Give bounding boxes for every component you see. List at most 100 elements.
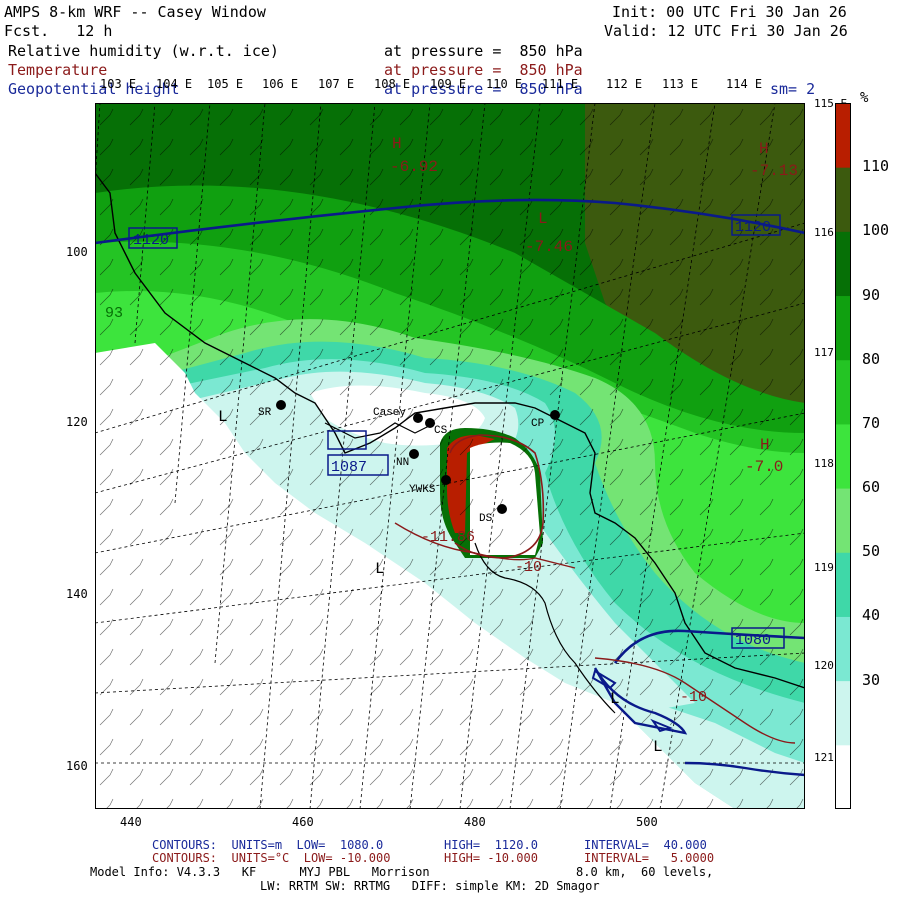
station-label-sr: SR	[258, 407, 272, 419]
y-tick-140: 140	[66, 587, 88, 601]
height-contour-1080	[613, 629, 805, 664]
field2-name: Temperature	[8, 61, 108, 79]
colorbar-segment	[835, 167, 851, 232]
label-low-4: L	[610, 690, 620, 708]
label-low-2: L	[218, 408, 228, 426]
colorbar-segment	[835, 744, 851, 809]
station-dot-sr	[276, 400, 286, 410]
footer-temp-high: HIGH= -10.000	[444, 851, 538, 865]
colorbar-segment	[835, 488, 851, 553]
footer-resolution: 8.0 km, 60 levels,	[576, 865, 714, 879]
colorbar-segment	[835, 359, 851, 425]
lon-label-107: 107 E	[318, 77, 355, 91]
label-high-1: H	[392, 135, 402, 153]
colorbar-segment	[835, 680, 851, 746]
station-label-nn: NN	[396, 457, 409, 469]
x-tick-440: 440	[120, 815, 142, 829]
map-border	[95, 103, 805, 809]
colorbar-tick-label: 70	[862, 413, 881, 432]
footer-height-interval: INTERVAL= 40.000	[584, 838, 707, 852]
label-1120-right: 1120	[735, 219, 771, 236]
footer-temp-contours: CONTOURS: UNITS=°C LOW= -10.000	[152, 851, 391, 865]
colorbar-tick-label: 110	[862, 157, 890, 176]
field2-level: at pressure = 850 hPa	[384, 61, 583, 79]
y-tick-120: 120	[66, 415, 88, 429]
wind-barbs	[95, 103, 805, 809]
lon-label-110: 110 E	[486, 77, 523, 91]
station-dot-cs	[425, 418, 435, 428]
height-box-1087-a	[327, 430, 367, 450]
colorbar-tick-label: 80	[862, 349, 881, 368]
x-tick-500: 500	[636, 815, 658, 829]
label-temp-1186: -11.86	[421, 529, 475, 546]
label-low-1: L	[538, 210, 548, 228]
forecast-hour: Fcst. 12 h	[4, 22, 113, 40]
station-dot-cp	[550, 410, 560, 420]
colorbar-segment	[835, 616, 851, 682]
lon-label-103: 103 E	[100, 77, 137, 91]
height-box-1080	[731, 627, 785, 649]
colorbar	[835, 103, 851, 809]
y-tick-160: 160	[66, 759, 88, 773]
station-dot-ds	[497, 504, 507, 514]
station-label-ds: DS	[479, 513, 493, 525]
lon-label-104: 104 E	[156, 77, 193, 91]
coastline	[95, 172, 805, 689]
label-1080: 1080	[735, 632, 771, 649]
colorbar-tick-label: 100	[862, 221, 890, 240]
colorbar-segment	[835, 103, 851, 168]
smoothing-label: sm= 2	[770, 80, 816, 98]
height-label-boxes	[128, 214, 785, 649]
lon-label-106: 106 E	[262, 77, 299, 91]
colorbar-unit: %	[860, 90, 869, 106]
station-dot-ywks	[441, 475, 451, 485]
label-high-2: H	[759, 140, 769, 158]
lon-label-105: 105 E	[207, 77, 244, 91]
colorbar-tick-label: 60	[862, 478, 881, 497]
field3-name: Geopotential height	[8, 80, 180, 98]
lon-label-108: 108 E	[374, 77, 411, 91]
colorbar-segment	[835, 231, 851, 297]
label-temp-m10: -10	[515, 559, 542, 576]
station-label-casey: Casey	[373, 407, 406, 419]
colorbar-segment	[835, 423, 851, 489]
station-label-ywks: YWKS	[409, 484, 436, 496]
colorbar-tick-label: 90	[862, 285, 881, 304]
label-temp-692: -6.92	[390, 158, 438, 176]
height-contour-1120	[95, 198, 805, 245]
footer-height-high: HIGH= 1120.0	[444, 838, 538, 852]
colorbar-border	[835, 103, 851, 809]
label-temp-746: -7.46	[525, 238, 573, 256]
field1-name: Relative humidity (w.r.t. ice)	[8, 42, 279, 60]
y-tick-100: 100	[66, 245, 88, 259]
label-high-3: H	[760, 436, 770, 454]
station-label-cs: CS	[434, 425, 448, 437]
label-temp-713: -7.13	[750, 162, 798, 180]
colorbar-tick-label: 40	[862, 606, 881, 625]
colorbar-segment	[835, 552, 851, 617]
lon-label-113: 113 E	[662, 77, 699, 91]
valid-time: Valid: 12 UTC Fri 30 Jan 26	[604, 22, 848, 40]
coastline-inner	[324, 422, 436, 439]
height-box-1120-left	[128, 227, 178, 249]
height-box-1087	[327, 454, 389, 476]
station-dot-nn	[409, 449, 419, 459]
label-1120-left: 1120	[133, 232, 169, 249]
footer-temp-interval: INTERVAL= 5.0000	[584, 851, 715, 865]
temp-contour-m10b	[594, 657, 796, 744]
x-tick-460: 460	[292, 815, 314, 829]
field1-level: at pressure = 850 hPa	[384, 42, 583, 60]
label-1087: 1087	[331, 459, 367, 476]
label-temp-p10: -10	[680, 689, 707, 706]
height-contour-1080c	[684, 761, 805, 777]
label-low-3: L	[375, 560, 385, 578]
footer-height-contours: CONTOURS: UNITS=m LOW= 1080.0	[152, 838, 384, 852]
map-panel: 1120 1120 1087 1080 -6.92 -7.46 -7.13 -7…	[95, 103, 805, 809]
lon-label-111: 111 E	[542, 77, 579, 91]
x-tick-480: 480	[464, 815, 486, 829]
footer-model-info: Model Info: V4.3.3 KF MYJ PBL Morrison	[90, 865, 430, 879]
height-box-1120-right	[731, 214, 781, 236]
lon-label-109: 109 E	[430, 77, 467, 91]
temp-contour-m10	[394, 522, 576, 569]
